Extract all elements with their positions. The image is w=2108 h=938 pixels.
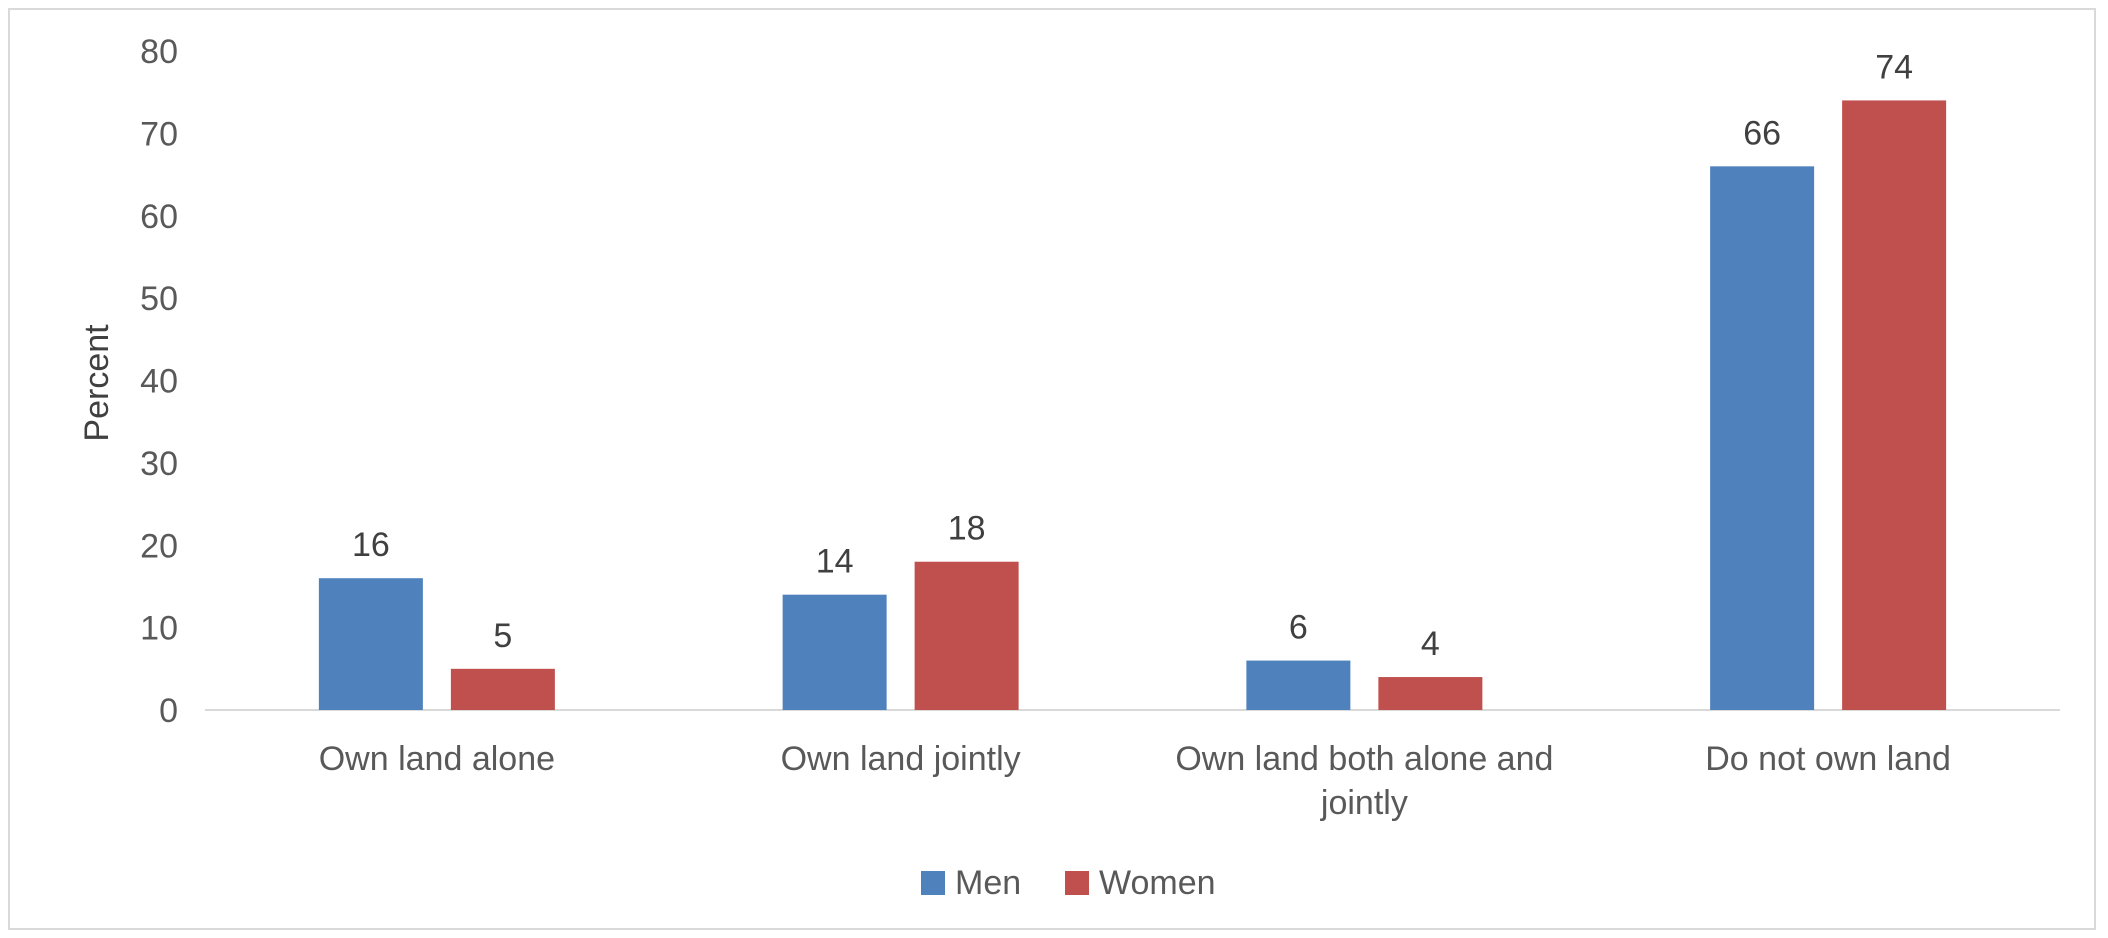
- y-axis: 0 10 20 30 40 50 60 70 80: [140, 33, 178, 730]
- y-tick-label: 60: [140, 198, 178, 236]
- bar-women-3: [1842, 100, 1947, 711]
- y-tick-label: 70: [140, 115, 178, 153]
- bar-men-3: [1710, 166, 1815, 710]
- bar-men-1: [782, 594, 887, 710]
- data-label: 6: [1289, 609, 1308, 647]
- data-label: 4: [1421, 625, 1440, 663]
- data-label: 16: [352, 526, 390, 564]
- x-tick-label: Do not own land: [1705, 740, 1951, 778]
- y-tick-label: 40: [140, 363, 178, 401]
- legend-swatch-men: [921, 871, 945, 895]
- data-label: 66: [1743, 114, 1781, 152]
- bar-women-2: [1378, 677, 1483, 710]
- data-label: 18: [948, 510, 986, 548]
- legend-label: Women: [1099, 864, 1216, 902]
- bar-women-1: [914, 561, 1019, 710]
- y-tick-label: 50: [140, 280, 178, 318]
- y-axis-label: Percent: [78, 324, 116, 442]
- legend-swatch-women: [1065, 871, 1089, 895]
- x-axis: Own land alone Own land jointly Own land b…: [319, 740, 1951, 822]
- legend: Men Women: [921, 864, 1216, 902]
- bar-men-2: [1246, 660, 1351, 710]
- y-tick-label: 20: [140, 527, 178, 565]
- data-label: 14: [816, 543, 854, 581]
- x-tick-label: Own land both alone and jointly: [1175, 740, 1553, 822]
- x-tick-label: Own land alone: [319, 740, 555, 778]
- bar-women-0: [450, 668, 555, 710]
- bars: [318, 100, 1947, 711]
- legend-label: Men: [955, 864, 1021, 902]
- bar-men-0: [318, 578, 423, 710]
- x-tick-label: Own land jointly: [781, 740, 1021, 778]
- data-label: 74: [1875, 48, 1913, 86]
- y-tick-label: 0: [159, 692, 178, 730]
- y-tick-label: 30: [140, 445, 178, 483]
- data-label: 5: [493, 617, 512, 655]
- y-tick-label: 10: [140, 610, 178, 648]
- y-tick-label: 80: [140, 33, 178, 71]
